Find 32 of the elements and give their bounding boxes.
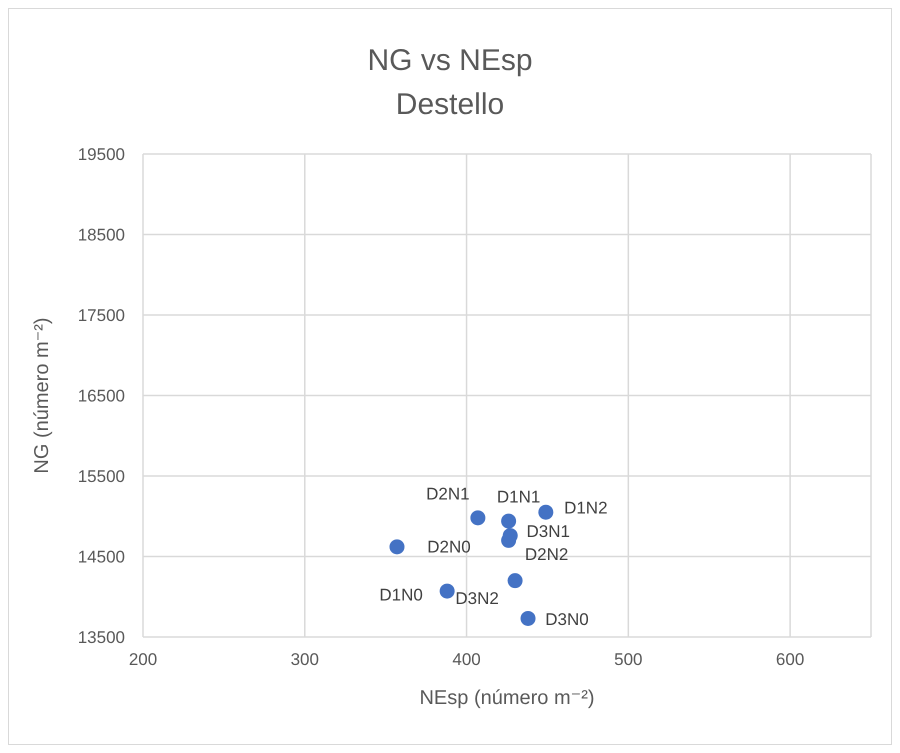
point (538, 504, 554, 520)
data-label: D1N2 (564, 498, 608, 518)
point (508, 573, 523, 588)
chart-title: NG vs NEsp (366, 43, 534, 79)
data-label: D1N1 (496, 488, 540, 507)
y-tick-label: 15500 (78, 467, 125, 486)
point (470, 510, 486, 526)
x-tick-label: 600 (776, 650, 804, 670)
y-axis-title: NG (número m⁻²) (31, 317, 54, 474)
x-tick-label: 500 (614, 650, 643, 670)
point (440, 584, 455, 599)
y-tick-label: 17500 (78, 306, 125, 326)
x-tick-label: 300 (290, 650, 319, 670)
point (501, 514, 516, 529)
data-label: D3N0 (545, 610, 589, 629)
y-tick-label: 13500 (78, 628, 125, 648)
y-tick-label: 18500 (78, 226, 125, 245)
x-tick-label: 200 (128, 650, 158, 670)
chart-subtitle: Destello (394, 87, 506, 123)
y-tick-label: 14500 (78, 548, 125, 567)
data-label: D2N2 (524, 544, 568, 564)
data-label: D3N2 (455, 589, 499, 608)
y-tick-label: 16500 (78, 386, 125, 406)
data-label: D2N1 (426, 484, 470, 504)
point (389, 539, 404, 554)
y-tick-label: 19500 (78, 145, 125, 164)
data-label: D1N0 (379, 586, 423, 605)
data-label: D2N0 (427, 537, 471, 556)
x-axis-title: NEsp (número m⁻²) (419, 687, 595, 709)
point (520, 610, 536, 626)
x-tick-label: 400 (452, 650, 481, 670)
data-label: D3N1 (526, 522, 570, 542)
